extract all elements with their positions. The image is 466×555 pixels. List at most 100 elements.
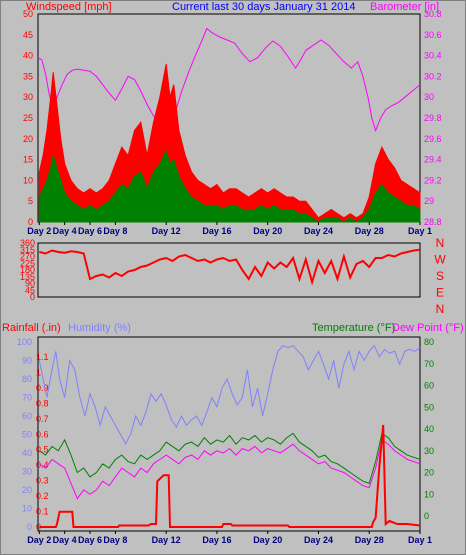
x-tick-label: Day 8 bbox=[103, 226, 127, 236]
barometer-ticks: 28.8 29 29.2 29.4 29.6 29.8 30 30.2 30.4 30.6 30.8 bbox=[424, 9, 442, 227]
y-tick-label: 28.8 bbox=[424, 217, 442, 227]
y-tick-label: 5 bbox=[28, 196, 33, 206]
x-tick-label: Day 1 bbox=[408, 226, 432, 236]
climate-panel bbox=[37, 336, 421, 532]
y-tick-label: 360 bbox=[20, 238, 35, 248]
temperature-ticks: 0 10 20 30 40 50 60 70 80 bbox=[424, 337, 434, 521]
x-tick-label: Day 28 bbox=[355, 226, 384, 236]
y-tick-label: 30.6 bbox=[424, 30, 442, 40]
y-tick-label: 270 bbox=[20, 252, 35, 262]
y-tick-label: 90 bbox=[25, 279, 35, 289]
barometer-axis-label: Barometer [in] bbox=[370, 1, 439, 13]
y-tick-label: 0.6 bbox=[36, 429, 49, 439]
temperature-axis-label: Temperature (°F) bbox=[312, 322, 395, 334]
y-tick-label: 60 bbox=[22, 411, 32, 421]
y-tick-label: 29.8 bbox=[424, 113, 442, 123]
y-tick-label: 1.1 bbox=[36, 352, 49, 362]
y-tick-label: 10 bbox=[22, 504, 32, 514]
y-tick-label: 135 bbox=[20, 272, 35, 282]
y-tick-label: 0.8 bbox=[36, 398, 49, 408]
y-tick-label: 30.4 bbox=[424, 51, 442, 61]
x-tick-label: Day 20 bbox=[253, 226, 282, 236]
y-tick-label: 30 bbox=[22, 467, 32, 477]
y-tick-label: 20 bbox=[424, 468, 434, 478]
compass-label: N bbox=[436, 302, 445, 316]
windspeed-ticks: 0 5 10 15 20 25 30 35 40 45 50 bbox=[23, 9, 33, 227]
x-tick-label: Day 12 bbox=[152, 535, 181, 545]
compass-label: S bbox=[436, 269, 444, 283]
y-tick-label: 70 bbox=[22, 393, 32, 403]
direction-series bbox=[39, 248, 421, 286]
series-rainfall bbox=[39, 424, 421, 528]
y-tick-label: 35 bbox=[23, 71, 33, 81]
rainfall-ticks: 0 0.1 0.2 0.3 0.4 0.5 0.6 0.7 0.8 0.9 1 1.1 bbox=[36, 352, 49, 532]
climate-series bbox=[38, 344, 421, 528]
y-tick-label: 30 bbox=[424, 446, 434, 456]
y-tick-label: 0 bbox=[28, 217, 33, 227]
y-tick-label: 0.2 bbox=[36, 491, 49, 501]
wind-barometer-series bbox=[37, 27, 421, 223]
y-tick-label: 40 bbox=[424, 424, 434, 434]
y-tick-label: 45 bbox=[23, 30, 33, 40]
rainfall-axis-label: Rainfall (.in) bbox=[2, 322, 61, 334]
x-tick-label: Day 24 bbox=[304, 535, 333, 545]
y-tick-label: 10 bbox=[23, 175, 33, 185]
y-tick-label: 20 bbox=[22, 485, 32, 495]
y-tick-label: 29.6 bbox=[424, 134, 442, 144]
y-tick-label: 315 bbox=[20, 245, 35, 255]
y-tick-label: 30.2 bbox=[424, 71, 442, 81]
x-tick-label: Day 12 bbox=[152, 226, 181, 236]
y-tick-label: 0.7 bbox=[36, 414, 49, 424]
x-tick-label: Day 16 bbox=[202, 535, 231, 545]
chart-title: Current last 30 days January 31 2014 bbox=[172, 1, 355, 13]
x-axis-ticks-bottom: Day 2 Day 4 Day 6 Day 8 Day 12 Day 16 Day 20 Da… bbox=[27, 531, 432, 545]
y-tick-label: 0.4 bbox=[36, 460, 49, 470]
wind-panel bbox=[37, 13, 421, 223]
y-tick-label: 25 bbox=[23, 113, 33, 123]
compass-label: E bbox=[436, 286, 444, 300]
series-wind-speed bbox=[38, 149, 421, 223]
y-tick-label: 90 bbox=[22, 356, 32, 366]
y-tick-label: 70 bbox=[424, 359, 434, 369]
y-tick-label: 15 bbox=[23, 155, 33, 165]
series-barometer bbox=[37, 27, 421, 138]
x-tick-label: Day 4 bbox=[53, 226, 77, 236]
series-humidity bbox=[38, 344, 421, 445]
y-tick-label: 0 bbox=[27, 522, 32, 532]
x-tick-label: Day 6 bbox=[78, 226, 102, 236]
series-dew-point bbox=[39, 439, 421, 500]
y-tick-label: 29 bbox=[424, 196, 434, 206]
y-tick-label: 40 bbox=[23, 51, 33, 61]
humidity-ticks: 0 10 20 30 40 50 60 70 80 90 100 bbox=[17, 337, 32, 532]
y-tick-label: 0 bbox=[424, 511, 429, 521]
y-tick-label: 29.4 bbox=[424, 155, 442, 165]
y-tick-label: 50 bbox=[22, 430, 32, 440]
y-tick-label: 0.5 bbox=[36, 445, 49, 455]
direction-panel bbox=[37, 242, 421, 298]
x-tick-label: Day 24 bbox=[304, 226, 333, 236]
y-tick-label: 100 bbox=[17, 337, 32, 347]
y-tick-label: 30 bbox=[424, 92, 434, 102]
y-tick-label: 10 bbox=[424, 489, 434, 499]
series-temperature bbox=[39, 432, 421, 485]
x-tick-label: Day 8 bbox=[103, 535, 127, 545]
x-tick-label: Day 20 bbox=[253, 535, 282, 545]
x-axis-ticks-top: Day 2 Day 4 Day 6 Day 8 Day 12 Day 16 Day 20 Da… bbox=[27, 222, 432, 236]
y-tick-label: 0.3 bbox=[36, 476, 49, 486]
windspeed-axis-label: Windspeed [mph] bbox=[26, 1, 112, 13]
x-tick-label: Day 6 bbox=[78, 535, 102, 545]
y-tick-label: 50 bbox=[424, 402, 434, 412]
x-tick-label: Day 16 bbox=[202, 226, 231, 236]
x-tick-label: Day 1 bbox=[408, 535, 432, 545]
dewpoint-axis-label: Dew Point (°F) bbox=[392, 322, 464, 334]
y-tick-label: 29.2 bbox=[424, 175, 442, 185]
y-tick-label: 60 bbox=[424, 381, 434, 391]
y-tick-label: 0.1 bbox=[36, 507, 49, 517]
x-tick-label: Day 28 bbox=[355, 535, 384, 545]
y-tick-label: 45 bbox=[25, 285, 35, 295]
y-tick-label: 225 bbox=[20, 258, 35, 268]
y-tick-label: 0 bbox=[36, 522, 41, 532]
x-tick-label: Day 4 bbox=[53, 535, 77, 545]
y-tick-label: 180 bbox=[20, 265, 35, 275]
